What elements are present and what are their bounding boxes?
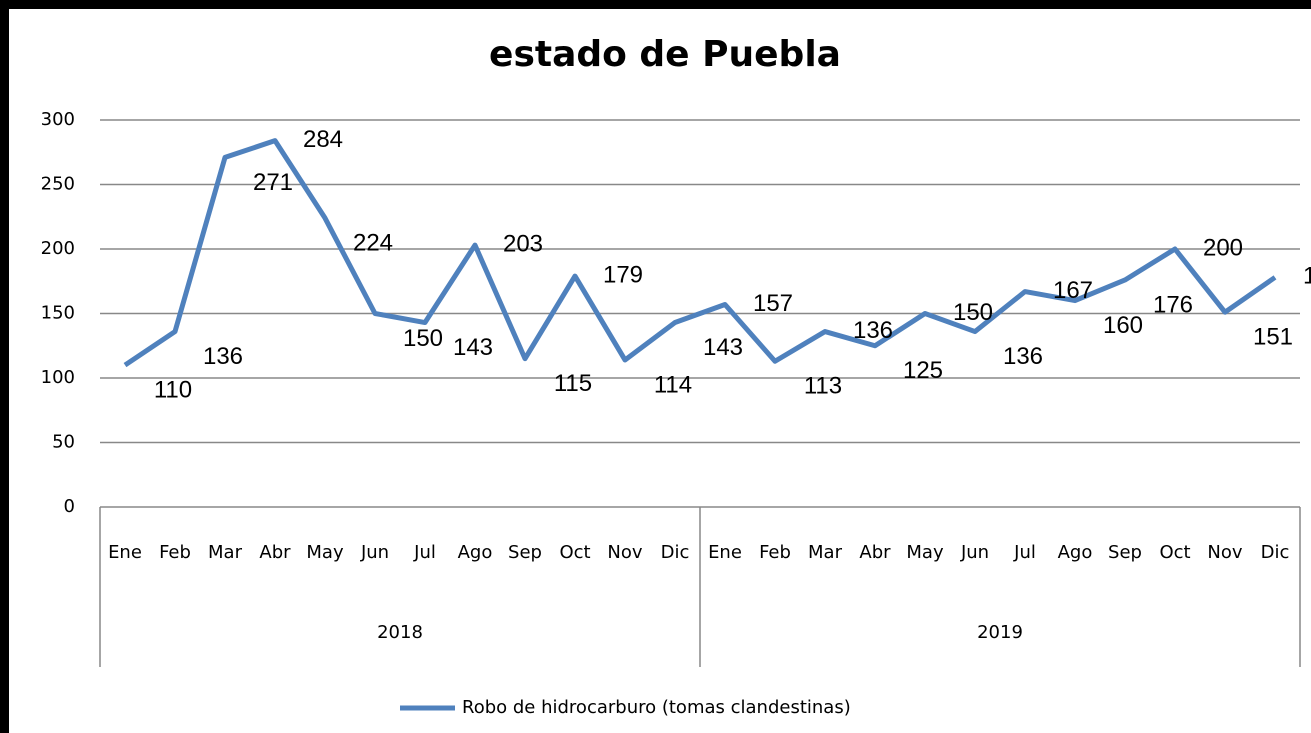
- group-label: 2019: [977, 622, 1023, 643]
- data-label: 114: [654, 371, 692, 398]
- data-label: 224: [353, 229, 393, 256]
- x-tick-label: Nov: [1207, 542, 1242, 563]
- data-label: 179: [603, 261, 643, 288]
- x-tick-label: Mar: [808, 542, 843, 563]
- x-tick-label: Abr: [859, 542, 891, 563]
- data-label: 178: [1303, 263, 1311, 290]
- x-tick-label: Ene: [708, 542, 742, 563]
- data-label: 160: [1103, 312, 1143, 339]
- line-series: [123, 138, 1277, 368]
- x-tick-label: May: [306, 542, 344, 563]
- x-tick-label: Dic: [1261, 542, 1290, 563]
- y-tick-label: 0: [64, 496, 75, 517]
- x-tick-label: Ago: [1058, 542, 1093, 563]
- x-tick-label: Nov: [607, 542, 642, 563]
- data-label: 143: [453, 334, 493, 361]
- y-tick-label: 150: [41, 303, 75, 324]
- data-label: 150: [953, 299, 993, 326]
- legend-label: Robo de hidrocarburo (tomas clandestinas…: [462, 697, 851, 718]
- data-label: 136: [1003, 343, 1043, 370]
- data-label: 136: [853, 317, 893, 344]
- x-tick-label: May: [906, 542, 944, 563]
- data-label: 136: [203, 343, 243, 370]
- x-tick-label: Jul: [1013, 542, 1036, 563]
- x-tick-label: Sep: [508, 542, 542, 563]
- x-tick-label: Oct: [1159, 542, 1190, 563]
- group-label: 2018: [377, 622, 423, 643]
- data-label: 125: [903, 357, 943, 384]
- y-tick-label: 100: [41, 367, 75, 388]
- x-tick-label: Jun: [960, 542, 989, 563]
- x-tick-label: Ago: [458, 542, 493, 563]
- data-label: 115: [554, 370, 592, 397]
- data-label: 110: [154, 376, 192, 403]
- data-label: 203: [503, 230, 543, 257]
- data-label: 150: [403, 325, 443, 352]
- data-label: 200: [1203, 234, 1243, 261]
- x-tick-label: Dic: [661, 542, 690, 563]
- x-tick-label: Oct: [559, 542, 590, 563]
- data-label: 284: [303, 126, 343, 153]
- data-label: 157: [753, 290, 793, 317]
- x-tick-label: Abr: [259, 542, 291, 563]
- data-label: 113: [804, 373, 842, 400]
- data-label: 151: [1253, 324, 1293, 351]
- y-tick-label: 50: [52, 432, 75, 453]
- x-tick-label: Ene: [108, 542, 142, 563]
- data-label: 167: [1053, 277, 1093, 304]
- x-tick-label: Jul: [413, 542, 436, 563]
- data-label: 143: [703, 334, 743, 361]
- x-tick-label: Mar: [208, 542, 243, 563]
- x-tick-label: Feb: [759, 542, 791, 563]
- frame-top: [0, 0, 1311, 9]
- x-tick-label: Feb: [159, 542, 191, 563]
- x-tick-label: Jun: [360, 542, 389, 563]
- frame-left: [0, 0, 9, 733]
- chart-title: estado de Puebla: [489, 34, 841, 75]
- data-label: 271: [253, 169, 293, 196]
- x-tick-label: Sep: [1108, 542, 1142, 563]
- data-label: 176: [1153, 291, 1193, 318]
- y-tick-label: 250: [41, 174, 75, 195]
- y-tick-label: 300: [41, 109, 75, 130]
- y-tick-label: 200: [41, 238, 75, 259]
